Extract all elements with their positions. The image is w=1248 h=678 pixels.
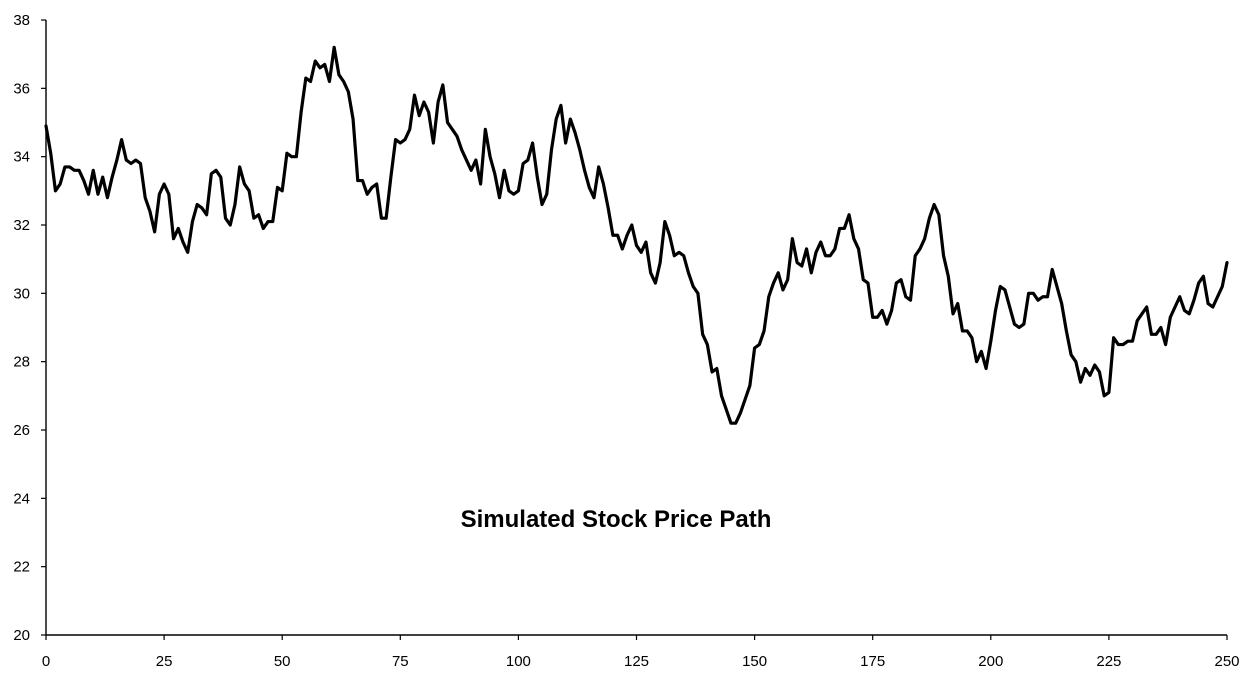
y-tick-label: 26 (13, 422, 30, 439)
chart-title: Simulated Stock Price Path (461, 506, 772, 533)
y-tick-label: 34 (13, 149, 30, 166)
y-tick-label: 38 (13, 12, 30, 29)
x-tick-label: 175 (860, 653, 885, 670)
x-tick-label: 125 (624, 653, 649, 670)
x-axis-ticks: 0 25 50 75 100 125 150 175 200 225 250 (42, 635, 1240, 670)
x-tick-label: 225 (1096, 653, 1121, 670)
y-tick-label: 20 (13, 627, 30, 644)
y-tick-label: 36 (13, 80, 30, 97)
y-tick-label: 32 (13, 217, 30, 234)
x-tick-label: 150 (742, 653, 767, 670)
x-tick-label: 0 (42, 653, 50, 670)
x-tick-label: 75 (392, 653, 409, 670)
x-tick-label: 250 (1214, 653, 1239, 670)
x-tick-label: 200 (978, 653, 1003, 670)
y-tick-label: 22 (13, 559, 30, 576)
x-tick-label: 100 (506, 653, 531, 670)
y-tick-label: 24 (13, 490, 30, 507)
price-series-line (44, 45, 1229, 425)
y-axis-ticks: 20 22 24 26 28 30 32 34 36 38 (13, 12, 46, 644)
y-tick-label: 28 (13, 354, 30, 371)
x-tick-label: 50 (274, 653, 291, 670)
y-tick-label: 30 (13, 285, 30, 302)
x-tick-label: 25 (156, 653, 173, 670)
